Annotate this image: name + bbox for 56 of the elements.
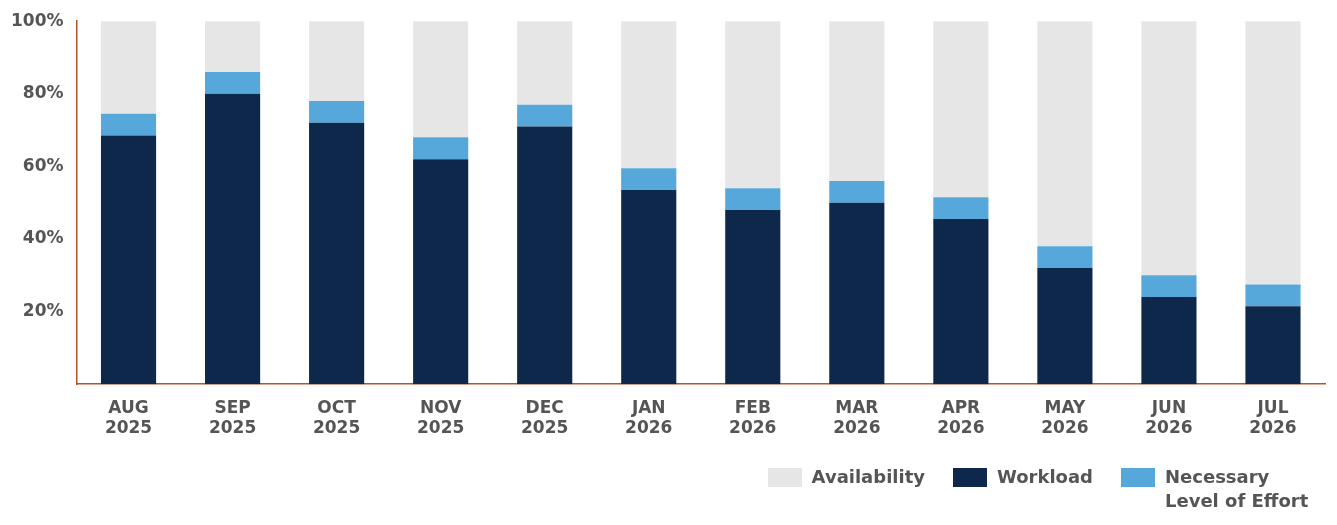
x-tick-label: DEC 2025 — [521, 396, 569, 438]
bar — [309, 101, 365, 123]
bar — [1141, 275, 1197, 298]
legend-label: Workload — [997, 465, 1093, 489]
y-tick-label: 100% — [10, 9, 64, 30]
bar — [413, 21, 469, 138]
bar — [1245, 306, 1301, 385]
bar — [309, 21, 365, 102]
y-tick-label: 60% — [22, 154, 64, 175]
bar — [829, 180, 885, 203]
bar — [933, 197, 989, 220]
bar — [205, 21, 261, 73]
x-tick-label: JUL 2026 — [1249, 396, 1297, 438]
bar — [725, 21, 781, 189]
bar — [933, 21, 989, 198]
x-tick-label: JAN 2026 — [625, 396, 673, 438]
bar — [1245, 284, 1301, 307]
x-tick-label: MAR 2026 — [833, 396, 881, 438]
bar — [100, 135, 157, 385]
bar — [1141, 21, 1197, 276]
y-tick-label: 20% — [22, 300, 64, 321]
x-tick-label: SEP 2025 — [208, 396, 257, 438]
bar — [413, 159, 469, 385]
bar — [933, 219, 989, 385]
x-tick-label: MAY 2026 — [1041, 396, 1089, 438]
bar — [1141, 297, 1197, 385]
bar — [205, 93, 261, 385]
x-tick-label: NOV 2025 — [417, 396, 465, 438]
x-tick-label: APR 2026 — [937, 396, 985, 438]
bar — [100, 113, 157, 136]
y-tick-label: 40% — [22, 227, 64, 248]
bar — [205, 72, 261, 94]
bar — [829, 202, 885, 385]
bar — [829, 21, 885, 181]
bar — [621, 21, 677, 169]
legend-label: Necessary Level of Effort — [1165, 465, 1310, 513]
bar — [309, 122, 365, 385]
x-tick-label: JUN 2026 — [1145, 396, 1193, 438]
bar — [725, 188, 781, 210]
bar — [1037, 246, 1093, 269]
bar — [517, 126, 573, 385]
bar — [1037, 21, 1093, 247]
bar — [1037, 268, 1093, 385]
bar — [517, 104, 573, 127]
bar — [725, 209, 781, 385]
bar — [100, 21, 157, 114]
y-tick-label: 80% — [22, 82, 64, 103]
x-tick-label: AUG 2025 — [104, 396, 153, 438]
x-tick-label: FEB 2026 — [729, 396, 777, 438]
bar — [621, 190, 677, 385]
legend-label: Availability — [811, 465, 925, 489]
x-tick-label: OCT 2025 — [312, 396, 361, 438]
bar — [517, 21, 573, 105]
bar — [621, 168, 677, 190]
bar — [1245, 21, 1301, 285]
bar — [413, 137, 469, 160]
